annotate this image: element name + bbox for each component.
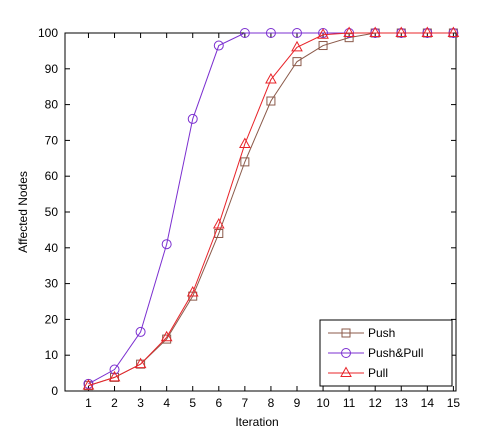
legend: Push Push&Pull Pull bbox=[319, 319, 453, 387]
x-tick-label: 14 bbox=[421, 396, 435, 410]
data-point bbox=[317, 28, 329, 39]
y-tick-label: 100 bbox=[38, 26, 58, 40]
x-tick-label: 2 bbox=[111, 396, 118, 410]
data-point bbox=[239, 28, 250, 38]
series-line bbox=[88, 32, 454, 387]
data-point bbox=[369, 26, 382, 37]
x-tick-label: 6 bbox=[215, 396, 222, 410]
x-tick-label: 7 bbox=[242, 396, 249, 410]
data-point bbox=[447, 26, 460, 37]
data-point bbox=[108, 370, 121, 382]
x-tick-label: 15 bbox=[447, 396, 461, 410]
x-tick-label: 9 bbox=[294, 396, 301, 410]
x-tick-label: 5 bbox=[189, 396, 196, 410]
data-point bbox=[186, 286, 199, 297]
y-tick-label: 50 bbox=[45, 205, 59, 219]
series-pull bbox=[82, 26, 460, 390]
data-point bbox=[160, 330, 173, 342]
y-axis-label: Affected Nodes bbox=[16, 171, 30, 253]
x-axis-label: Iteration bbox=[235, 415, 278, 429]
x-tick-label: 1 bbox=[85, 396, 92, 410]
legend-label: Pull bbox=[368, 366, 388, 380]
data-point bbox=[239, 137, 251, 148]
data-point bbox=[421, 26, 434, 37]
data-point bbox=[265, 73, 277, 84]
data-point bbox=[213, 40, 224, 51]
data-point bbox=[318, 41, 328, 51]
x-tick-label: 8 bbox=[268, 396, 275, 410]
x-tick-label: 13 bbox=[395, 396, 409, 410]
y-tick-label: 0 bbox=[51, 384, 58, 398]
data-point bbox=[266, 96, 276, 106]
y-tick-label: 40 bbox=[45, 241, 59, 255]
legend-label: Push bbox=[368, 326, 395, 340]
legend-marker bbox=[341, 328, 351, 338]
y-tick-label: 10 bbox=[45, 348, 59, 362]
data-point bbox=[265, 28, 276, 38]
data-point bbox=[344, 33, 354, 43]
x-tick-label: 11 bbox=[343, 396, 356, 410]
series-layer bbox=[82, 26, 460, 391]
data-point bbox=[82, 379, 95, 390]
x-tick-label: 12 bbox=[369, 396, 383, 410]
data-point bbox=[187, 113, 198, 124]
x-tick-label: 3 bbox=[137, 396, 144, 410]
data-point bbox=[134, 357, 147, 369]
data-point bbox=[212, 218, 225, 229]
data-point bbox=[135, 326, 146, 337]
y-tick-label: 80 bbox=[45, 98, 59, 112]
legend-label: Push&Pull bbox=[368, 346, 423, 360]
axis-ticks: 1 2 3 4 5 6 7 8 9 10 11 12 13 14 150102030405060708090… bbox=[38, 26, 460, 410]
data-point bbox=[161, 239, 172, 250]
data-point bbox=[291, 40, 303, 52]
x-tick-label: 4 bbox=[163, 396, 170, 410]
data-point bbox=[291, 28, 302, 38]
data-point bbox=[240, 157, 250, 167]
data-point bbox=[343, 26, 355, 37]
legend-marker bbox=[340, 366, 352, 377]
data-point bbox=[214, 228, 224, 238]
data-point bbox=[292, 57, 302, 67]
y-tick-label: 60 bbox=[45, 169, 59, 183]
x-tick-label: 10 bbox=[316, 396, 330, 410]
y-tick-label: 20 bbox=[45, 312, 59, 326]
y-tick-label: 30 bbox=[45, 277, 59, 291]
legend-marker bbox=[341, 348, 351, 358]
y-tick-label: 70 bbox=[45, 133, 59, 147]
y-tick-label: 90 bbox=[45, 62, 59, 76]
data-point bbox=[395, 26, 408, 37]
data-point bbox=[109, 364, 120, 375]
